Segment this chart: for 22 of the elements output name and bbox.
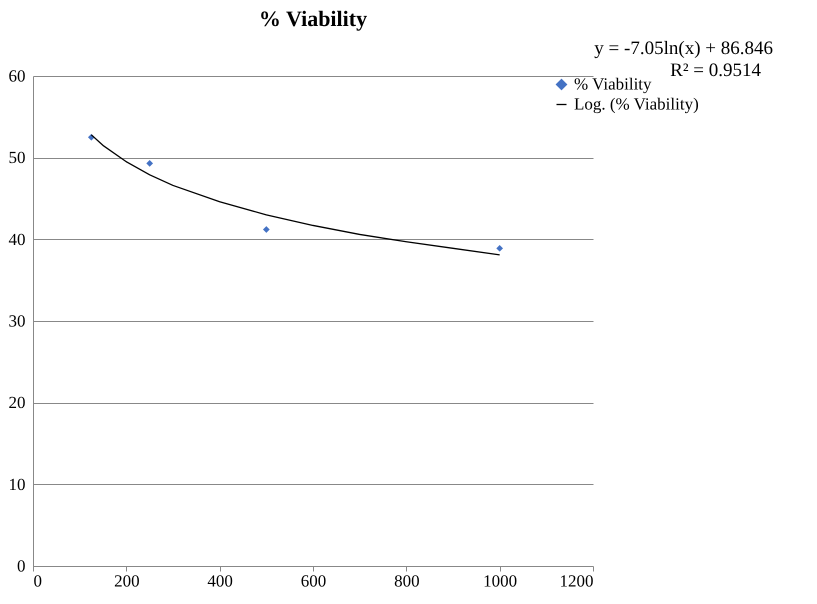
y-tick-label: 60 xyxy=(8,66,26,86)
point xyxy=(496,244,504,252)
text: R² = 0.9514 xyxy=(670,60,762,81)
text: y = -7.05ln(x) + 86.846 xyxy=(594,38,773,59)
chart-title: % Viability xyxy=(258,6,368,31)
x-tick-label: 1200 xyxy=(560,572,594,590)
y-tick-label: 0 xyxy=(17,556,26,576)
x-tick-label: 1000 xyxy=(483,572,518,590)
y-tick-label: 20 xyxy=(8,393,26,412)
x-tick-label: 0 xyxy=(34,572,42,590)
point xyxy=(146,160,154,167)
x-tick-label: 200 xyxy=(114,572,140,590)
x-tick-label: 600 xyxy=(300,572,326,590)
x-tick-label: 800 xyxy=(394,572,420,590)
y-tick-label: 10 xyxy=(8,474,26,494)
legend-label: Log. (% Viability) xyxy=(574,94,699,114)
x-tick-label: 400 xyxy=(207,572,233,590)
point xyxy=(262,226,270,233)
y-tick-label: 30 xyxy=(8,312,26,330)
legend-label: % Viability xyxy=(574,74,652,94)
y-tick-label: 50 xyxy=(8,148,26,168)
y-tick-label: 40 xyxy=(8,230,26,249)
